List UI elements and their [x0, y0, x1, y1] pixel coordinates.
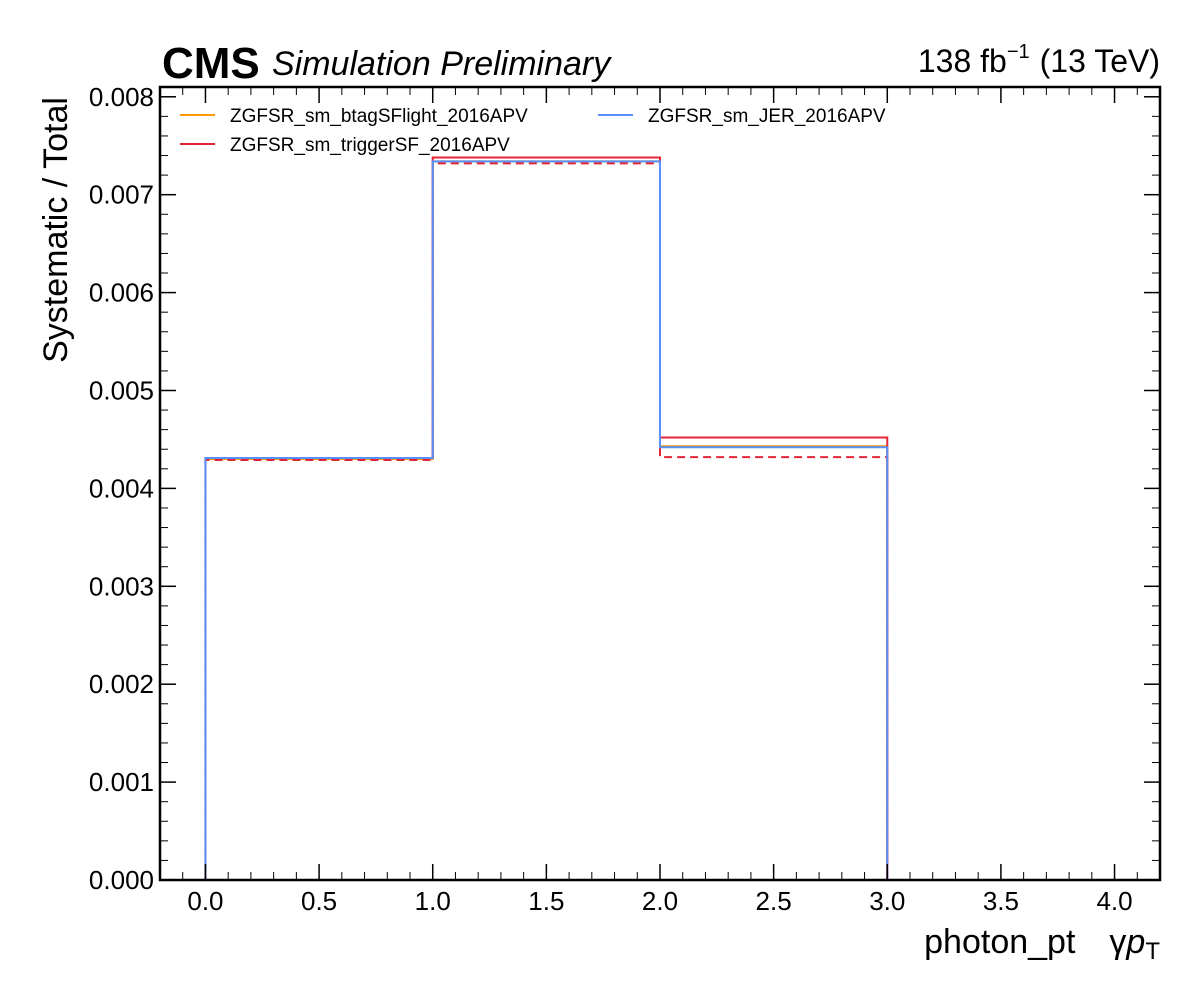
- y-tick-label: 0.002: [89, 669, 154, 699]
- y-tick-label: 0.005: [89, 375, 154, 405]
- x-tick-label: 2.0: [642, 886, 678, 916]
- x-tick-label: 0.5: [301, 886, 337, 916]
- x-axis-title-symbol: γ: [1109, 923, 1126, 961]
- x-tick-label: 1.5: [528, 886, 564, 916]
- legend-label: ZGFSR_sm_triggerSF_2016APV: [230, 135, 510, 156]
- x-axis-title-sub: T: [1145, 938, 1160, 965]
- y-tick-label: 0.007: [89, 180, 154, 210]
- energy-label: (13 TeV): [1040, 43, 1160, 79]
- legend-label: ZGFSR_sm_btagSFlight_2016APV: [230, 106, 528, 127]
- x-tick-label: 3.5: [983, 886, 1019, 916]
- lumi-value: 138 fb: [918, 43, 1007, 79]
- y-axis-title: Systematic / Total: [37, 97, 75, 363]
- series-line-3: [204, 160, 889, 880]
- series-line-2: [204, 162, 889, 880]
- x-tick-label: 0.0: [187, 886, 223, 916]
- luminosity-label: 138 fb−1 (13 TeV): [918, 41, 1160, 79]
- series-line-0: [204, 160, 889, 880]
- x-tick-label: 4.0: [1096, 886, 1132, 916]
- y-tick-label: 0.003: [89, 571, 154, 601]
- status-label: Simulation Preliminary: [272, 45, 612, 83]
- x-axis-title-var: p: [1125, 923, 1145, 961]
- experiment-label: CMS: [162, 39, 260, 88]
- y-tick-label: 0.008: [89, 82, 154, 112]
- y-tick-label: 0.006: [89, 278, 154, 308]
- x-tick-label: 3.0: [869, 886, 905, 916]
- series-layer: [204, 156, 889, 880]
- lumi-exponent: −1: [1007, 41, 1030, 63]
- x-axis-title: photon_pt γpT: [924, 923, 1160, 965]
- ticks-layer: 0.0 0.5 1.0 1.5 2.0 2.5 3.0 3.5 4.0 0.000 0.001 0.0…: [89, 82, 1161, 916]
- y-tick-label: 0.001: [89, 767, 154, 797]
- x-axis-title-main: photon_pt: [924, 923, 1076, 961]
- y-tick-label: 0.000: [89, 865, 154, 895]
- series-line-1: [204, 156, 889, 880]
- plot-frame: [158, 85, 1162, 882]
- legend-label: ZGFSR_sm_JER_2016APV: [648, 106, 886, 127]
- x-tick-label: 2.5: [756, 886, 792, 916]
- legend: ZGFSR_sm_btagSFlight_2016APV ZGFSR_sm_tri…: [180, 106, 886, 156]
- y-tick-label: 0.004: [89, 473, 154, 503]
- x-tick-label: 1.0: [415, 886, 451, 916]
